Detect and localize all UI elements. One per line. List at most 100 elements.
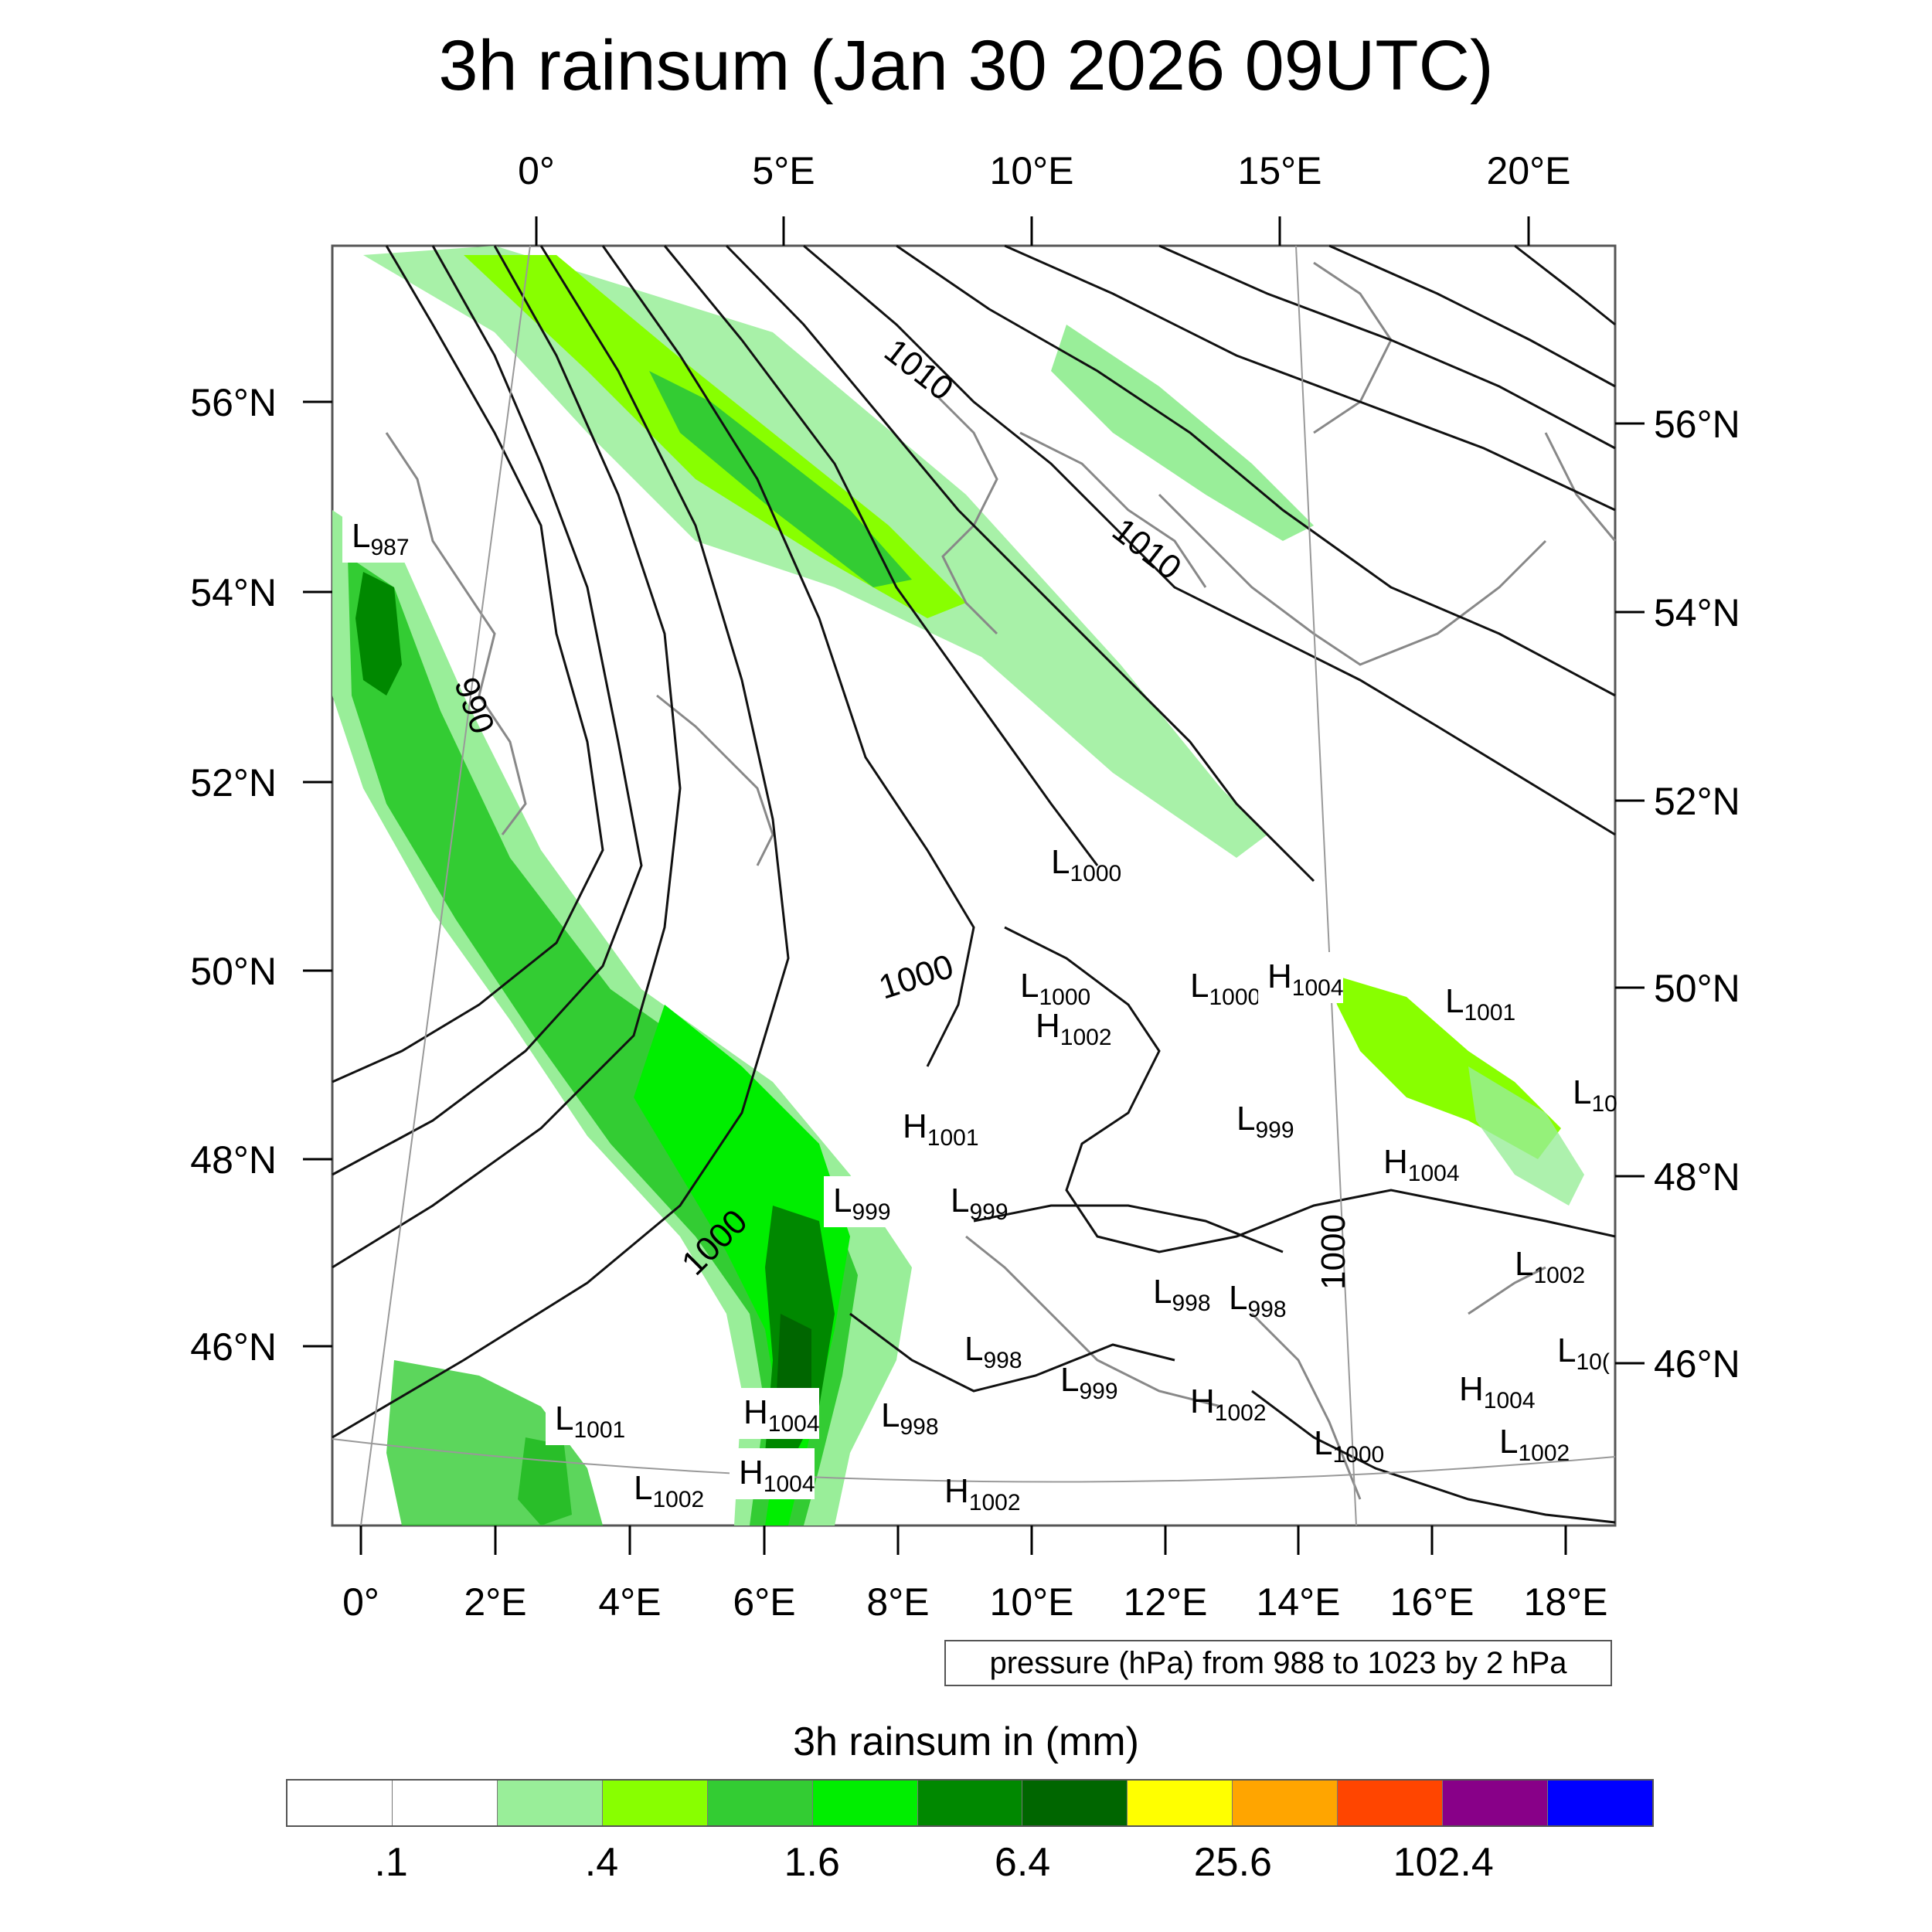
center-label-box <box>730 1448 815 1499</box>
isobars <box>332 244 1616 1524</box>
colorbar-tick-label: 1.6 <box>784 1840 840 1885</box>
svg-text:L1002: L1002 <box>634 1469 704 1512</box>
low-pressure-center: L1002 <box>634 1469 704 1512</box>
right-tick-label: 46°N <box>1654 1342 1740 1386</box>
center-label-box <box>342 512 413 563</box>
colorbar <box>286 1779 1654 1827</box>
colorbar-swatch <box>392 1781 498 1825</box>
bottom-tick-label: 0° <box>342 1580 379 1624</box>
low-pressure-center: L999 <box>1060 1361 1118 1404</box>
map-title: 3h rainsum (Jan 30 2026 09UTC) <box>438 26 1494 105</box>
left-tick-label: 46°N <box>190 1325 277 1369</box>
colorbar-swatch <box>917 1781 1023 1825</box>
low-pressure-center: L998 <box>881 1396 939 1440</box>
left-tick-label: 56°N <box>190 381 277 424</box>
right-tick-label: 56°N <box>1654 403 1740 446</box>
colorbar-swatch <box>602 1781 708 1825</box>
low-pressure-center: L1002 <box>1515 1245 1585 1288</box>
right-tick-label: 54°N <box>1654 591 1740 634</box>
left-tick-label: 50°N <box>190 950 277 993</box>
low-pressure-center: L998 <box>1153 1273 1211 1316</box>
center-label-box <box>824 1176 895 1227</box>
graticule <box>332 245 1616 1526</box>
svg-text:H1004: H1004 <box>743 1393 820 1437</box>
isobar-label: 1000 <box>1315 1214 1352 1290</box>
low-pressure-center: L1000 <box>1314 1424 1384 1468</box>
high-pressure-center: H1004 <box>1459 1370 1536 1413</box>
colorbar-swatch <box>812 1781 918 1825</box>
center-label-box <box>1258 952 1343 1003</box>
bottom-tick-label: 12°E <box>1124 1580 1208 1624</box>
right-tick-label: 50°N <box>1654 967 1740 1010</box>
colorbar-tick-label: 102.4 <box>1393 1840 1494 1885</box>
rain-band-north-inner <box>649 371 912 587</box>
svg-text:L1000: L1000 <box>1020 967 1090 1010</box>
high-pressure-center: H1001 <box>903 1107 979 1151</box>
svg-text:H1004: H1004 <box>1459 1370 1536 1413</box>
low-pressure-center: L10 <box>1573 1073 1617 1117</box>
low-pressure-center: L1001 <box>546 1394 631 1445</box>
rain-band-sw <box>386 1360 603 1526</box>
svg-text:H1002: H1002 <box>944 1472 1021 1515</box>
colorbar-tick-label: .1 <box>374 1840 408 1885</box>
colorbar-swatch <box>1548 1781 1652 1825</box>
axis-ticks <box>303 216 1645 1555</box>
colorbar-swatch <box>1233 1781 1338 1825</box>
colorbar-swatch <box>1128 1781 1233 1825</box>
center-label-box <box>546 1394 631 1445</box>
colorbar-tick-label: 6.4 <box>994 1840 1051 1885</box>
colorbar-swatch <box>497 1781 603 1825</box>
bottom-tick-label: 4°E <box>598 1580 661 1624</box>
high-pressure-center: H1004 <box>730 1448 815 1499</box>
center-label-box <box>734 1388 819 1439</box>
high-pressure-center: H1002 <box>944 1472 1021 1515</box>
svg-text:L1000: L1000 <box>1190 967 1260 1010</box>
low-pressure-center: L1000 <box>1020 967 1090 1010</box>
top-tick-label: 5°E <box>752 149 815 192</box>
svg-text:L1001: L1001 <box>555 1400 625 1443</box>
svg-text:L1000: L1000 <box>1051 843 1121 886</box>
top-axis-labels: 0° 5°E 10°E 15°E 20°E <box>518 149 1570 192</box>
rain-band-east-light <box>1468 1066 1584 1206</box>
svg-text:L1002: L1002 <box>1515 1245 1585 1288</box>
high-pressure-center: H1004 <box>734 1388 820 1439</box>
rain-band-danish <box>1051 325 1314 541</box>
top-tick-label: 15°E <box>1238 149 1322 192</box>
bottom-tick-label: 16°E <box>1390 1580 1475 1624</box>
top-tick-label: 10°E <box>990 149 1074 192</box>
low-pressure-center: L1000 <box>1051 843 1121 886</box>
low-pressure-center: L998 <box>964 1330 1022 1373</box>
svg-text:L1000: L1000 <box>1314 1424 1384 1468</box>
colorbar-swatch <box>1443 1781 1549 1825</box>
svg-text:L1001: L1001 <box>1445 982 1515 1026</box>
low-pressure-center: L999 <box>824 1176 895 1227</box>
svg-text:L987: L987 <box>352 517 410 560</box>
svg-text:L998: L998 <box>1229 1279 1287 1322</box>
low-pressure-center: L999 <box>1236 1100 1294 1143</box>
svg-text:L1002: L1002 <box>1499 1423 1570 1466</box>
right-tick-label: 48°N <box>1654 1155 1740 1199</box>
svg-text:L998: L998 <box>964 1330 1022 1373</box>
colorbar-swatch <box>1338 1781 1444 1825</box>
bottom-tick-label: 8°E <box>866 1580 929 1624</box>
left-tick-label: 54°N <box>190 571 277 614</box>
pressure-centers: L987L1000L1000L1000L1000H1004H1002L1001L… <box>342 512 1617 1515</box>
svg-text:H1001: H1001 <box>903 1107 979 1151</box>
right-axis-labels: 56°N 54°N 52°N 50°N 48°N 46°N <box>1654 403 1740 1386</box>
low-pressure-center: L999 <box>951 1182 1009 1225</box>
high-pressure-center: H1002 <box>1190 1383 1267 1426</box>
high-pressure-center: H1004 <box>1258 952 1344 1003</box>
rain-core-uk <box>355 572 402 696</box>
colorbar-swatch <box>1022 1781 1128 1825</box>
colorbar-tick-label: .4 <box>584 1840 619 1885</box>
svg-text:L998: L998 <box>881 1396 939 1440</box>
rain-band-west-core <box>348 556 858 1526</box>
top-tick-label: 0° <box>518 149 555 192</box>
svg-text:L10(: L10( <box>1557 1332 1610 1375</box>
svg-text:L10: L10 <box>1573 1073 1617 1117</box>
contour-info-box: pressure (hPa) from 988 to 1023 by 2 hPa <box>944 1640 1612 1686</box>
high-pressure-center: H1004 <box>1383 1143 1460 1186</box>
bottom-tick-label: 10°E <box>990 1580 1074 1624</box>
bottom-tick-label: 6°E <box>733 1580 795 1624</box>
